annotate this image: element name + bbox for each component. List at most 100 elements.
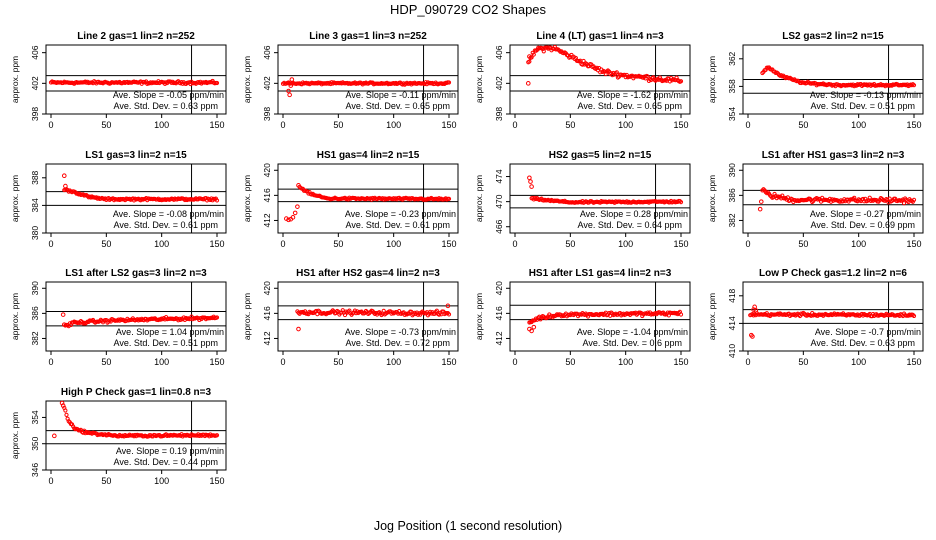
y-tick-label: 474 bbox=[494, 169, 504, 183]
data-point bbox=[911, 83, 917, 88]
plot-frame bbox=[277, 281, 459, 352]
data-point bbox=[757, 206, 763, 212]
std-dev-annotation: Ave. Std. Dev. = 0.51 ppm bbox=[811, 101, 915, 111]
chart-title: Low P Check gas=1.2 lin=2 n=6 bbox=[759, 268, 907, 279]
x-tick-label: 150 bbox=[209, 357, 224, 367]
y-axis-label: approx. ppm bbox=[707, 293, 717, 340]
data-point bbox=[289, 77, 295, 82]
data-point bbox=[296, 183, 301, 188]
y-tick-label: 390 bbox=[727, 163, 737, 177]
x-tick-label: 0 bbox=[280, 120, 285, 130]
x-tick-label: 0 bbox=[512, 357, 517, 367]
x-tick-label: 0 bbox=[745, 120, 750, 130]
slope-annotation: Ave. Slope = -1.62 ppm/min bbox=[577, 90, 688, 100]
x-tick-label: 150 bbox=[673, 120, 688, 130]
x-tick-label: 0 bbox=[745, 357, 750, 367]
data-point bbox=[63, 183, 68, 189]
data-point bbox=[292, 210, 298, 216]
y-tick-label: 382 bbox=[30, 331, 40, 345]
plot-frame bbox=[45, 163, 227, 234]
plot-frame bbox=[742, 163, 924, 234]
x-tick-label: 100 bbox=[386, 239, 401, 249]
y-axis-label: approx. ppm bbox=[10, 175, 20, 222]
data-point bbox=[528, 179, 533, 184]
data-point bbox=[529, 184, 534, 189]
x-tick-label: 50 bbox=[565, 120, 575, 130]
x-tick-label: 150 bbox=[673, 357, 688, 367]
y-tick-label: 388 bbox=[30, 170, 40, 184]
data-point bbox=[785, 195, 790, 200]
data-point bbox=[64, 412, 69, 417]
std-dev-annotation: Ave. Std. Dev. = 0.61 ppm bbox=[346, 220, 450, 230]
data-point bbox=[446, 80, 452, 85]
slope-annotation: Ave. Slope = -0.73 ppm/min bbox=[345, 327, 456, 337]
x-tick-label: 100 bbox=[851, 357, 866, 367]
x-tick-label: 100 bbox=[618, 357, 633, 367]
chart-title: Line 4 (LT) gas=1 lin=4 n=3 bbox=[536, 31, 664, 42]
x-axis-label: Jog Position (1 second resolution) bbox=[373, 519, 563, 533]
x-tick-label: 150 bbox=[209, 120, 224, 130]
data-point bbox=[529, 328, 534, 334]
slope-annotation: Ave. Slope = 0.28 ppm/min bbox=[580, 209, 688, 219]
slope-annotation: Ave. Slope = -0.7 ppm/min bbox=[815, 327, 921, 337]
std-dev-annotation: Ave. Std. Dev. = 0.6 ppm bbox=[583, 338, 682, 348]
x-tick-label: 50 bbox=[333, 120, 343, 130]
x-tick-label: 0 bbox=[512, 120, 517, 130]
y-axis-label: approx. ppm bbox=[474, 56, 484, 103]
x-tick-label: 150 bbox=[209, 476, 224, 486]
x-tick-label: 150 bbox=[906, 120, 921, 130]
x-tick-label: 0 bbox=[512, 239, 517, 249]
std-dev-annotation: Ave. Std. Dev. = 0.61 ppm bbox=[114, 220, 218, 230]
y-tick-label: 384 bbox=[30, 198, 40, 212]
data-point bbox=[214, 433, 220, 438]
chart-panel: HS2 gas=5 lin=2 n=15 approx. ppm 466 470 474… bbox=[474, 150, 691, 249]
y-tick-label: 362 bbox=[727, 51, 737, 65]
slope-annotation: Ave. Slope = -0.23 ppm/min bbox=[345, 209, 456, 219]
y-tick-label: 416 bbox=[494, 306, 504, 320]
y-tick-label: 406 bbox=[494, 45, 504, 59]
data-point bbox=[214, 198, 220, 203]
x-tick-label: 0 bbox=[48, 239, 53, 249]
slope-annotation: Ave. Slope = -0.27 ppm/min bbox=[810, 209, 921, 219]
plot-frame bbox=[277, 44, 459, 115]
x-tick-label: 50 bbox=[101, 357, 111, 367]
y-axis-label: approx. ppm bbox=[242, 56, 252, 103]
chart-panel: LS1 after LS2 gas=3 lin=2 n=3 approx. ppm… bbox=[10, 268, 227, 367]
x-tick-label: 100 bbox=[851, 120, 866, 130]
chart-title: HS2 gas=5 lin=2 n=15 bbox=[549, 150, 652, 161]
data-point bbox=[295, 204, 300, 209]
x-tick-label: 100 bbox=[386, 357, 401, 367]
data-point bbox=[886, 200, 891, 205]
x-tick-label: 50 bbox=[333, 357, 343, 367]
x-tick-label: 50 bbox=[101, 239, 111, 249]
std-dev-annotation: Ave. Std. Dev. = 0.65 ppm bbox=[578, 101, 682, 111]
x-tick-label: 150 bbox=[906, 239, 921, 249]
x-tick-label: 150 bbox=[441, 120, 456, 130]
x-tick-label: 50 bbox=[333, 239, 343, 249]
y-axis-label: approx. ppm bbox=[707, 56, 717, 103]
y-tick-label: 346 bbox=[30, 463, 40, 477]
y-tick-label: 350 bbox=[30, 436, 40, 450]
data-point bbox=[525, 81, 531, 86]
data-point bbox=[59, 400, 65, 406]
y-axis-label: approx. ppm bbox=[242, 293, 252, 340]
x-tick-label: 50 bbox=[565, 239, 575, 249]
x-tick-label: 100 bbox=[154, 120, 169, 130]
data-point bbox=[541, 49, 546, 54]
y-tick-label: 382 bbox=[727, 213, 737, 227]
data-point bbox=[581, 58, 586, 64]
y-tick-label: 420 bbox=[262, 163, 272, 177]
y-tick-label: 416 bbox=[262, 188, 272, 202]
x-tick-label: 50 bbox=[565, 357, 575, 367]
page-title: HDP_090729 CO2 Shapes bbox=[389, 2, 547, 17]
chart-panel: Line 2 gas=1 lin=2 n=252 approx. ppm 398 40… bbox=[10, 31, 227, 130]
plot-frame bbox=[277, 163, 459, 234]
x-tick-label: 0 bbox=[745, 239, 750, 249]
data-point bbox=[286, 88, 291, 94]
std-dev-annotation: Ave. Std. Dev. = 0.64 ppm bbox=[578, 220, 682, 230]
y-axis-label: approx. ppm bbox=[474, 175, 484, 222]
data-point bbox=[445, 303, 451, 309]
x-tick-label: 100 bbox=[618, 120, 633, 130]
y-tick-label: 402 bbox=[494, 76, 504, 90]
